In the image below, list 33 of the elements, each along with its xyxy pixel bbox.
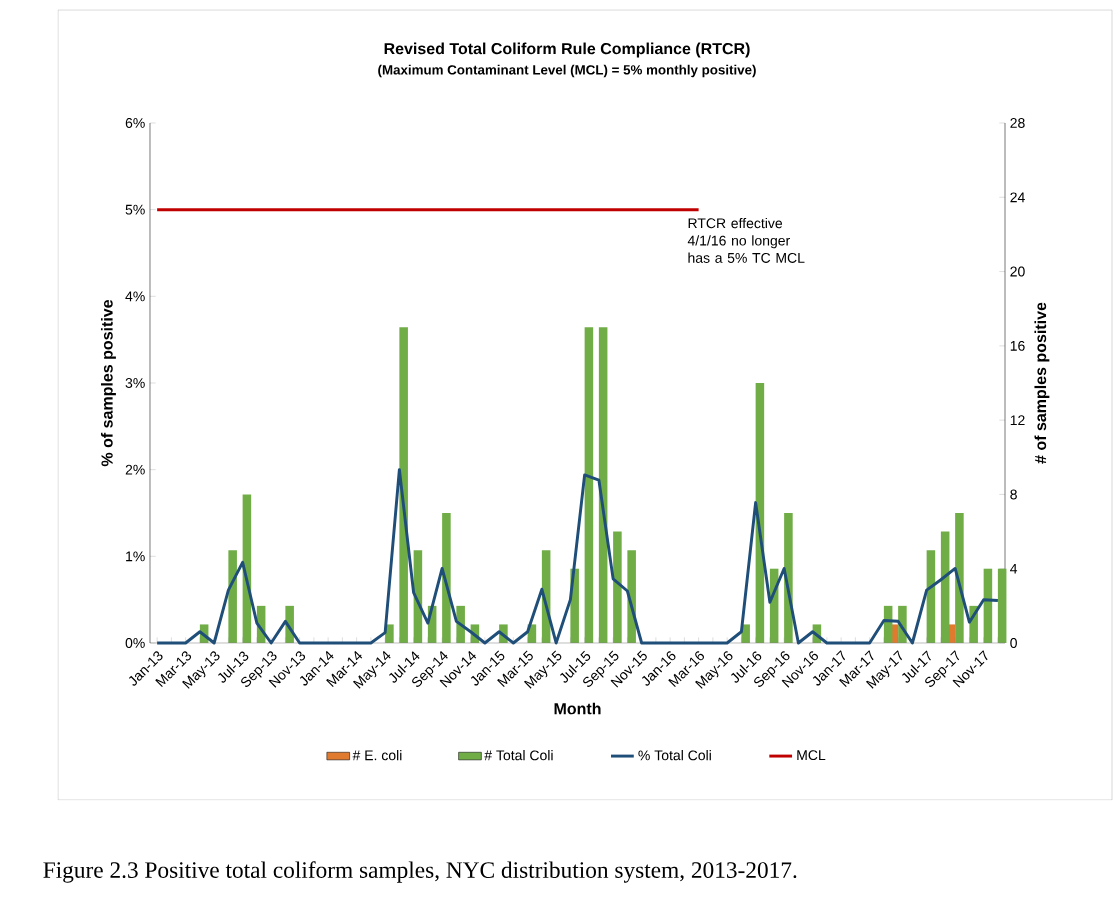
bar: [955, 513, 964, 643]
y2-tick-label: 16: [1010, 340, 1025, 351]
y-tick-label: 1%: [126, 551, 145, 562]
y2-tick-label: 12: [1010, 415, 1025, 426]
y2-axis-title: # of samples positive: [1034, 302, 1050, 464]
y-tick-label: 5%: [125, 204, 145, 215]
y-tick-label: 4%: [125, 291, 145, 302]
y2-tick-label: 8: [1010, 489, 1017, 500]
bar: [997, 568, 1007, 643]
x-axis-title: Month: [554, 702, 601, 715]
y2-tick-label: 0: [1010, 638, 1017, 648]
chart-subtitle: (Maximum Contaminant Level (MCL) = 5% monthly positive): [378, 64, 756, 78]
y2-tick-label: 20: [1010, 266, 1025, 277]
legend-label: # Total Coli: [484, 750, 553, 761]
caption: Figure 2.3 Positive total coliform samples, NYC distribution system, 2013-2017.: [43, 861, 797, 883]
bar: [613, 531, 622, 643]
y2-tick-label: 24: [1010, 192, 1025, 203]
chart-title: Revised Total Coliform Rule Compliance (RTCR): [384, 42, 750, 58]
y-tick-label: 6%: [125, 118, 145, 128]
y2-tick-label: 4: [1010, 563, 1018, 574]
bar: [442, 513, 451, 643]
y2-tick-label: 28: [1010, 118, 1025, 128]
legend-label: MCL: [797, 750, 826, 761]
bar: [228, 550, 237, 643]
y-tick-label: 0%: [125, 638, 145, 648]
bar: [584, 327, 594, 643]
y-tick-label: 2%: [125, 464, 145, 475]
y-tick-label: 3%: [125, 378, 145, 388]
legend-label: % Total Coli: [638, 750, 711, 761]
legend-label: # E. coli: [352, 750, 402, 761]
annotation: RTCR effective 4/1/16 no longer has a 5% TC MCL: [687, 217, 805, 263]
y-axis-title: % of samples positive: [101, 299, 116, 467]
bar: [399, 327, 408, 643]
